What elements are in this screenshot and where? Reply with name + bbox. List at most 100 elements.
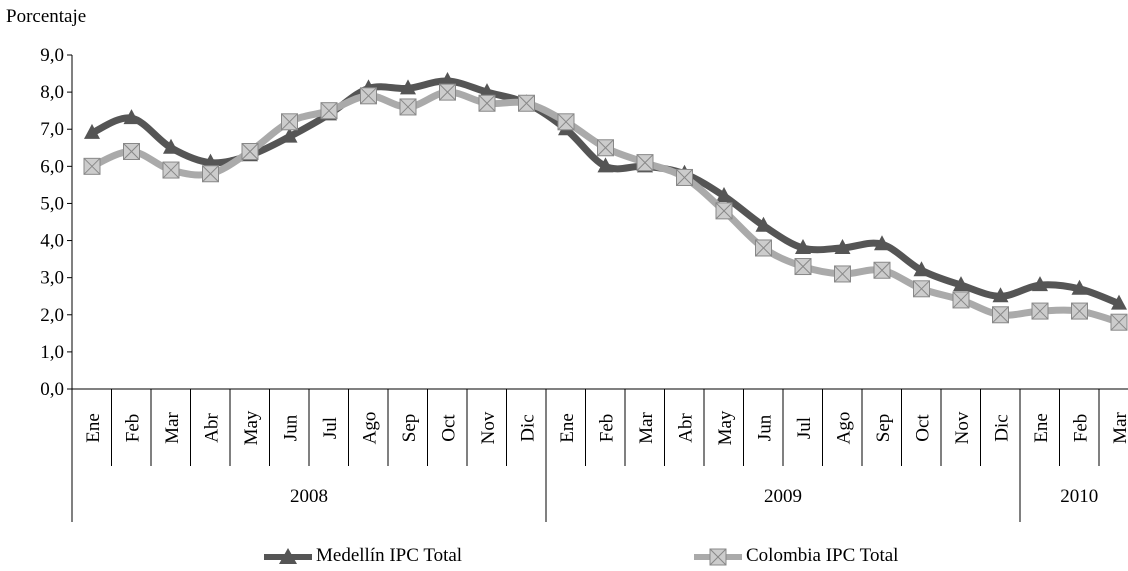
x-tick-label: Oct xyxy=(439,414,460,442)
data-point xyxy=(281,113,298,131)
data-point xyxy=(676,168,693,186)
data-point xyxy=(913,280,930,298)
x-tick-label: Jun xyxy=(281,414,302,441)
x-tick-label: May xyxy=(241,410,262,445)
year-label: 2009 xyxy=(764,486,802,507)
x-tick-label: Feb xyxy=(597,414,618,443)
x-tick-label: Jun xyxy=(755,414,776,441)
data-point xyxy=(123,109,140,125)
x-tick-label: Dic xyxy=(518,414,539,441)
x-tick-label: Jul xyxy=(320,417,341,439)
data-point xyxy=(202,165,219,183)
data-point xyxy=(1071,302,1088,320)
x-tick-label: May xyxy=(715,410,736,445)
x-tick-label: Feb xyxy=(123,414,144,443)
data-point xyxy=(755,239,772,257)
data-point xyxy=(400,79,416,95)
data-point xyxy=(992,287,1009,303)
x-tick-label: Ene xyxy=(557,413,578,443)
data-point xyxy=(874,235,890,251)
x-tick-label: Abr xyxy=(202,413,223,443)
data-point xyxy=(1032,276,1048,292)
y-tick-label: 1,0 xyxy=(40,342,64,363)
data-point xyxy=(399,98,417,116)
data-point xyxy=(913,261,930,277)
x-tick-label: Nov xyxy=(478,411,499,444)
x-tick-label: Mar xyxy=(1110,412,1128,444)
y-tick-label: 6,0 xyxy=(40,156,64,177)
legend-label-colombia: Colombia IPC Total xyxy=(746,545,899,566)
data-point xyxy=(597,139,614,157)
legend-swatch-colombia xyxy=(694,548,742,566)
data-point xyxy=(557,113,575,131)
x-tick-label: Oct xyxy=(913,414,934,442)
data-point xyxy=(83,157,101,175)
y-tick-label: 7,0 xyxy=(40,119,64,140)
data-point xyxy=(439,71,456,87)
data-point xyxy=(1111,294,1127,310)
data-point xyxy=(123,142,140,160)
legend-label-medellin: Medellín IPC Total xyxy=(316,545,463,566)
x-tick-label: Ago xyxy=(834,412,855,445)
y-tick-label: 2,0 xyxy=(40,305,64,326)
x-tick-label: Dic xyxy=(992,414,1013,441)
data-point xyxy=(953,276,969,292)
x-tick-label: Abr xyxy=(676,413,697,443)
x-tick-label: Jul xyxy=(794,417,815,439)
x-tick-label: Sep xyxy=(873,414,894,443)
data-point xyxy=(834,238,851,254)
data-point xyxy=(479,83,495,99)
data-point xyxy=(1110,313,1128,331)
y-tick-label: 4,0 xyxy=(40,231,64,252)
x-tick-label: Feb xyxy=(1071,414,1092,443)
data-point xyxy=(716,187,732,203)
data-point xyxy=(755,216,772,232)
data-point xyxy=(952,291,970,309)
x-tick-label: Nov xyxy=(952,411,973,444)
x-tick-label: Ene xyxy=(1031,413,1052,443)
data-point xyxy=(873,261,891,279)
data-point xyxy=(1031,302,1049,320)
data-point xyxy=(84,123,100,139)
x-axis-labels: Ene Feb Mar Abr May Jun Jul Ago Sep Oct Nov Dic Ene F… xyxy=(83,410,1128,507)
y-axis-title: Porcentaje xyxy=(6,6,87,27)
data-point xyxy=(715,202,733,220)
data-point xyxy=(597,157,614,173)
data-point xyxy=(794,258,812,276)
data-point xyxy=(162,161,180,179)
data-point xyxy=(241,142,259,160)
legend-item-colombia: Colombia IPC Total xyxy=(692,545,898,567)
data-point xyxy=(320,102,338,120)
x-tick-label: Sep xyxy=(399,414,420,443)
series-medellin xyxy=(84,71,1127,310)
data-point xyxy=(478,94,496,112)
y-tick-label: 0,0 xyxy=(40,379,64,400)
x-tick-label: Mar xyxy=(162,412,183,444)
data-point xyxy=(636,154,654,172)
data-point xyxy=(360,87,377,105)
legend-item-medellin: Medellín IPC Total xyxy=(262,545,462,567)
legend-swatch-medellin xyxy=(264,548,312,564)
data-point xyxy=(795,238,811,254)
data-point xyxy=(202,153,219,169)
series-layer xyxy=(83,71,1128,331)
y-tick-label: 8,0 xyxy=(40,82,64,103)
year-label: 2008 xyxy=(290,486,328,507)
x-tick-label: Mar xyxy=(636,412,657,444)
data-point xyxy=(518,94,535,112)
axes: 0,0 1,0 2,0 3,0 4,0 5,0 6,0 7,0 8,0 9,0 xyxy=(40,45,1128,522)
data-point xyxy=(1071,279,1088,295)
data-point xyxy=(281,127,298,143)
data-point xyxy=(834,265,851,283)
x-tick-label: Ago xyxy=(360,412,381,445)
year-label: 2010 xyxy=(1060,486,1098,507)
x-tick-label: Ene xyxy=(83,413,104,443)
data-point xyxy=(992,306,1009,324)
y-tick-label: 3,0 xyxy=(40,268,64,289)
data-point xyxy=(163,138,179,154)
data-point xyxy=(439,83,456,101)
series-colombia xyxy=(83,83,1128,331)
y-tick-label: 9,0 xyxy=(40,45,64,66)
series-line xyxy=(90,77,1121,307)
